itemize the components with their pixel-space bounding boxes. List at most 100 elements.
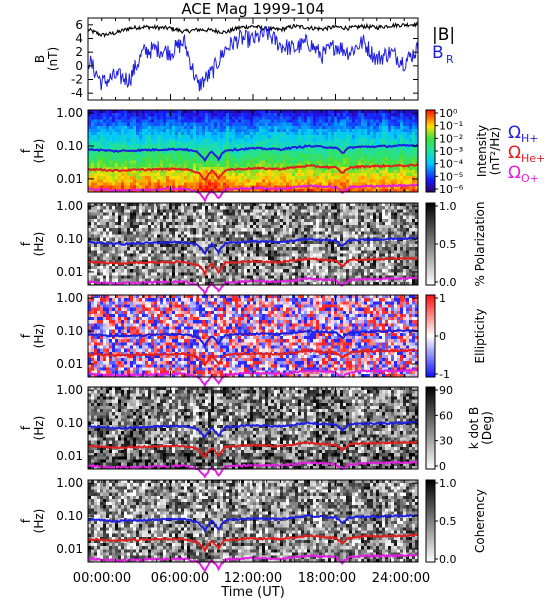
heatmap-cell [277,266,281,270]
heatmap-cell [325,138,329,142]
heatmap-cell [184,225,188,229]
heatmap-cell [313,138,317,142]
heatmap-cell [289,141,293,146]
heatmap-cell [220,169,224,174]
heatmap-cell [97,256,101,261]
heatmap-cell [394,154,398,158]
heatmap-cell [262,272,266,276]
heatmap-cell [220,244,224,248]
heatmap-cell [310,247,314,251]
heatmap-cell [94,244,98,248]
heatmap-cell [91,218,95,223]
heatmap-cell [136,225,140,229]
heatmap-cell [226,182,230,187]
heatmap-cell [133,218,137,223]
heatmap-cell [91,234,95,239]
heatmap-cell [163,141,167,146]
heatmap-cell [382,141,386,146]
heatmap-cell [169,231,173,235]
heatmap-cell [337,157,341,161]
heatmap-cell [181,119,185,124]
heatmap-cell [136,221,140,226]
heatmap-cell [232,244,236,248]
heatmap-cell [175,203,179,207]
heatmap-cell [241,141,245,146]
heatmap-cell [400,166,404,171]
heatmap-cell [367,160,371,165]
heatmap-cell [355,113,359,117]
heatmap-cell [145,215,149,220]
heatmap-cell [217,188,221,193]
heatmap-cell [109,259,113,264]
heatmap-cell [355,116,359,120]
heatmap-cell [157,144,161,149]
heatmap-cell [175,269,179,273]
heatmap-cell [115,135,119,139]
heatmap-cell [97,122,101,127]
heatmap-cell [244,128,248,133]
heatmap-cell [109,203,113,207]
heatmap-cell [109,275,113,280]
heatmap-cell [295,144,299,149]
heatmap-cell [271,160,275,165]
heatmap-cell [196,113,200,117]
heatmap-cell [259,250,263,254]
heatmap-cell [271,281,275,286]
heatmap-cell [220,128,224,133]
heatmap-cell [343,125,347,130]
heatmap-cell [286,125,290,130]
heatmap-cell [181,228,185,232]
heatmap-cell [388,135,392,139]
heatmap-cell [124,225,128,229]
heatmap-cell [163,151,167,155]
heatmap-cell [112,225,116,229]
heatmap-cell [403,135,407,139]
heatmap-cell [250,253,254,258]
heatmap-cell [94,225,98,229]
heatmap-cell [220,122,224,127]
heatmap-cell [172,151,176,155]
heatmap-cell [229,281,233,286]
heatmap-cell [358,125,362,130]
heatmap-cell [139,221,143,226]
heatmap-cell [112,256,116,261]
heatmap-cell [292,281,296,286]
heatmap-cell [94,231,98,235]
heatmap-cell [253,256,257,261]
heatmap-cell [133,119,137,124]
heatmap-cell [157,154,161,158]
heatmap-cell [337,132,341,136]
heatmap-cell [391,128,395,133]
heatmap-cell [145,122,149,127]
heatmap-cell [94,169,98,174]
heatmap-cell [355,132,359,136]
y-tick-label: 0.10 [56,139,83,153]
heatmap-cell [91,132,95,136]
heatmap-cell [166,228,170,232]
heatmap-cell [283,138,287,142]
heatmap-cell [340,179,344,183]
heatmap-cell [277,125,281,130]
heatmap-cell [133,269,137,273]
heatmap-cell [403,154,407,158]
heatmap-cell [142,209,146,213]
heatmap-cell [91,256,95,261]
heatmap-cell [166,278,170,283]
heatmap-cell [139,179,143,183]
heatmap-cell [223,182,227,187]
heatmap-cell [166,221,170,226]
heatmap-cell [298,247,302,251]
heatmap-cell [127,141,131,146]
heatmap-cell [106,206,110,210]
heatmap-cell [127,244,131,248]
heatmap-cell [166,110,170,114]
heatmap-cell [172,218,176,223]
heatmap-cell [277,247,281,251]
heatmap-cell [166,157,170,161]
heatmap-cell [271,237,275,242]
heatmap-cell [118,110,122,114]
heatmap-cell [154,141,158,146]
heatmap-cell [91,169,95,174]
heatmap-cell [130,231,134,235]
